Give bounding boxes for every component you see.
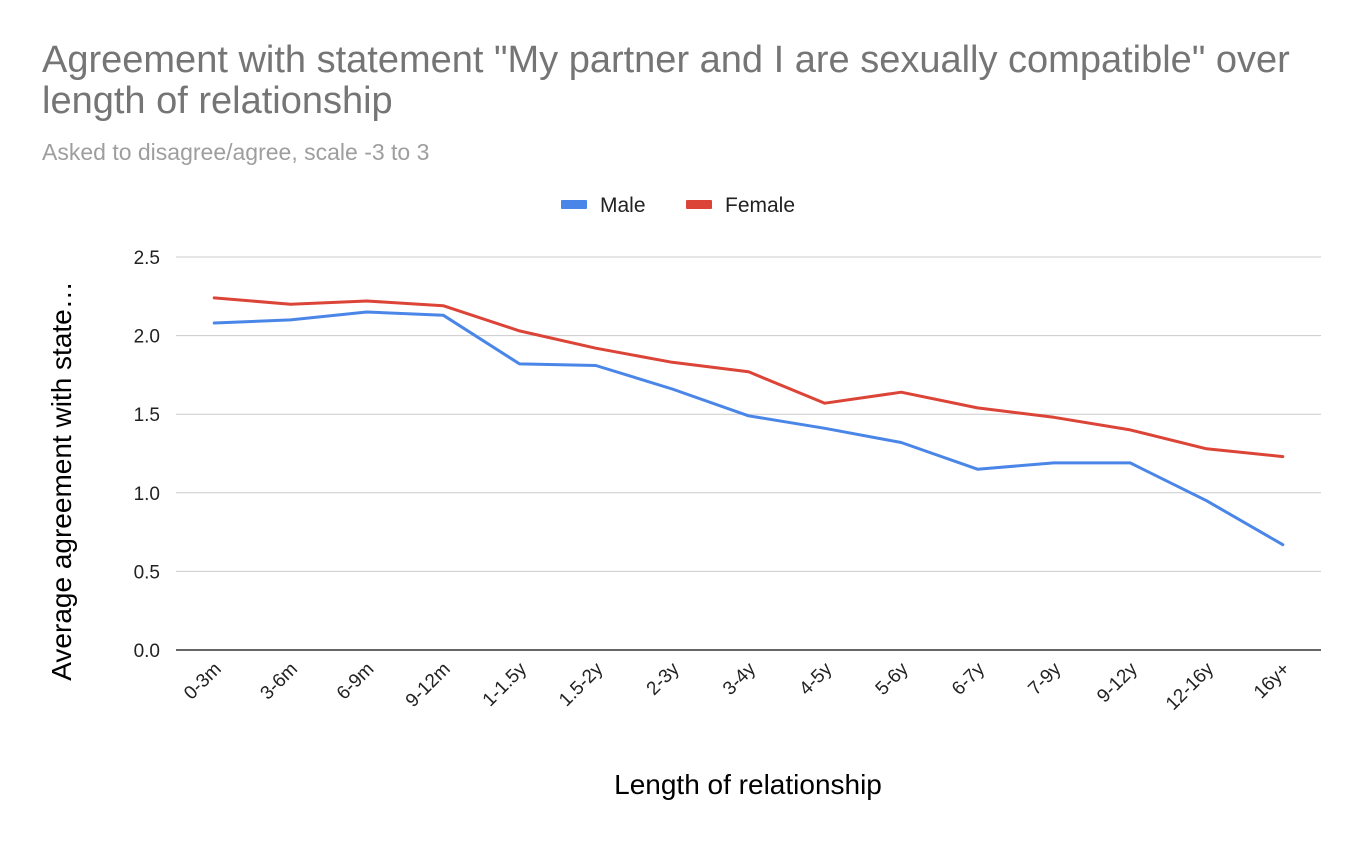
- legend-swatch-male: [561, 200, 587, 209]
- y-tick-label: 0.5: [134, 562, 160, 583]
- chart-subtitle: Asked to disagree/agree, scale -3 to 3: [42, 139, 430, 165]
- x-tick-label: 4-5y: [795, 658, 836, 699]
- y-tick-label: 2.5: [134, 248, 160, 269]
- x-tick-label: 12-16y: [1162, 658, 1218, 714]
- y-tick-label: 1.5: [134, 405, 160, 426]
- x-axis-title: Length of relationship: [614, 769, 882, 800]
- y-tick-label: 0.0: [134, 641, 160, 662]
- y-tick-label: 2.0: [134, 327, 160, 348]
- x-tick-label: 6-7y: [948, 658, 989, 699]
- x-tick-label: 1-1.5y: [479, 658, 532, 711]
- x-tick-label: 0-3m: [180, 659, 225, 704]
- y-axis-ticks: 0.0 0.5 1.0 1.5 2.0 2.5: [134, 248, 160, 662]
- x-tick-label: 5-6y: [872, 658, 913, 699]
- legend-label-female: Female: [725, 194, 795, 217]
- x-tick-label: 3-4y: [719, 658, 760, 699]
- x-tick-label: 2-3y: [643, 658, 684, 699]
- y-axis-title: Average agreement with state…: [46, 281, 77, 680]
- x-tick-label: 9-12y: [1093, 658, 1142, 707]
- series-line-male: [212, 310, 1285, 547]
- chart-title: Agreement with statement "My partner and…: [42, 39, 1290, 122]
- gridlines: [176, 256, 1321, 651]
- x-tick-label: 1.5-2y: [555, 658, 608, 711]
- x-tick-label: 9-12m: [402, 659, 455, 712]
- x-tick-label: 6-9m: [333, 659, 378, 704]
- y-tick-label: 1.0: [134, 484, 160, 505]
- x-tick-label: 3-6m: [257, 659, 302, 704]
- legend-label-male: Male: [600, 194, 646, 217]
- series-line-female: [212, 296, 1285, 459]
- legend: Male Female: [561, 194, 795, 217]
- x-tick-label: 16y+: [1250, 659, 1294, 703]
- x-tick-label: 7-9y: [1024, 658, 1065, 699]
- x-axis-ticks: 0-3m 3-6m 6-9m 9-12m 1-1.5y 1.5-2y 2-3y 3-4y 4-5…: [180, 658, 1294, 714]
- series-lines: [212, 296, 1285, 547]
- legend-swatch-female: [686, 200, 712, 209]
